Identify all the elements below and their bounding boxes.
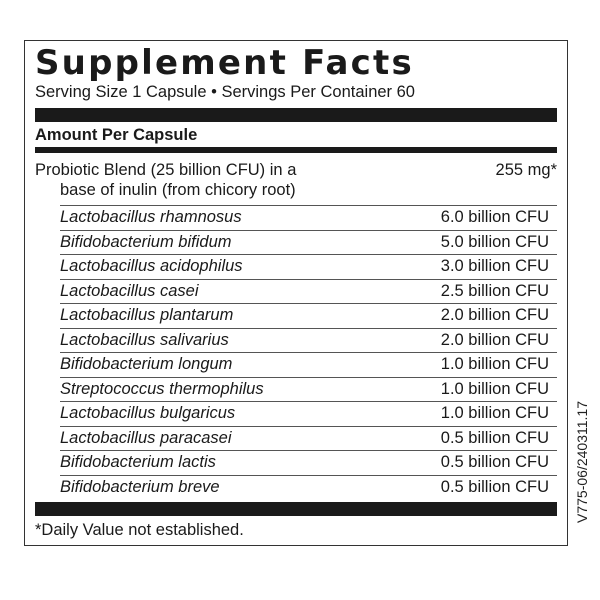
ingredient-name: Lactobacillus bulgaricus	[60, 404, 236, 423]
ingredient-name: Lactobacillus casei	[60, 281, 199, 300]
ingredient-amount: 1.0 billion CFU	[440, 404, 549, 423]
serving-info: Serving Size 1 Capsule • Servings Per Co…	[35, 83, 415, 101]
ingredient-name: Lactobacillus rhamnosus	[60, 208, 242, 227]
ingredient-row: Lactobacillus acidophilus 3.0 billion CFU	[60, 255, 557, 280]
ingredient-amount: 5.0 billion CFU	[440, 232, 549, 251]
supplement-facts-panel: Supplement Facts Serving Size 1 Capsule …	[24, 40, 568, 546]
amount-header: Amount Per Capsule	[35, 126, 198, 144]
ingredient-amount: 1.0 billion CFU	[440, 355, 549, 374]
ingredient-amount: 1.0 billion CFU	[440, 379, 549, 398]
ingredient-row: Bifidobacterium longum 1.0 billion CFU	[60, 353, 557, 378]
ingredient-name: Streptococcus thermophilus	[60, 379, 264, 398]
ingredient-row: Lactobacillus rhamnosus 6.0 billion CFU	[60, 206, 557, 231]
ingredient-name: Bifidobacterium lactis	[60, 453, 216, 472]
ingredient-row: Lactobacillus casei 2.5 billion CFU	[60, 280, 557, 304]
ingredient-name: Bifidobacterium longum	[60, 355, 233, 374]
ingredient-row: Bifidobacterium breve 0.5 billion CFU	[60, 476, 557, 500]
blend-name-line1: Probiotic Blend (25 billion CFU) in a	[35, 161, 297, 179]
ingredient-name: Lactobacillus paracasei	[60, 428, 232, 447]
ingredient-name: Lactobacillus acidophilus	[60, 257, 243, 276]
ingredient-row: Bifidobacterium bifidum 5.0 billion CFU	[60, 231, 557, 255]
ingredient-row: Bifidobacterium lactis 0.5 billion CFU	[60, 451, 557, 476]
ingredient-amount: 0.5 billion CFU	[440, 428, 549, 447]
ingredient-list: Lactobacillus rhamnosus 6.0 billion CFU Bi…	[60, 205, 557, 499]
divider-medium	[35, 147, 557, 153]
ingredient-name: Bifidobacterium bifidum	[60, 232, 232, 251]
ingredient-amount: 2.0 billion CFU	[440, 306, 549, 325]
ingredient-amount: 0.5 billion CFU	[440, 453, 549, 472]
panel-title: Supplement Facts	[35, 43, 414, 83]
ingredient-row: Lactobacillus plantarum 2.0 billion CFU	[60, 304, 557, 329]
divider-bottom	[35, 502, 557, 516]
ingredient-row: Lactobacillus bulgaricus 1.0 billion CFU	[60, 402, 557, 427]
ingredient-name: Lactobacillus plantarum	[60, 306, 234, 325]
ingredient-name: Bifidobacterium breve	[60, 477, 220, 496]
divider-thick	[35, 108, 557, 122]
blend-amount: 255 mg*	[495, 161, 557, 179]
ingredient-amount: 2.0 billion CFU	[440, 330, 549, 349]
ingredient-amount: 3.0 billion CFU	[440, 257, 549, 276]
label-code: V775-06/240311.17	[574, 401, 590, 523]
ingredient-row: Lactobacillus salivarius 2.0 billion CFU	[60, 329, 557, 353]
blend-name-line2: base of inulin (from chicory root)	[60, 181, 296, 199]
ingredient-row: Streptococcus thermophilus 1.0 billion CF…	[60, 378, 557, 402]
ingredient-amount: 6.0 billion CFU	[440, 208, 549, 227]
footnote: *Daily Value not established.	[35, 521, 244, 539]
ingredient-name: Lactobacillus salivarius	[60, 330, 229, 349]
ingredient-amount: 2.5 billion CFU	[440, 281, 549, 300]
ingredient-amount: 0.5 billion CFU	[440, 477, 549, 496]
ingredient-row: Lactobacillus paracasei 0.5 billion CFU	[60, 427, 557, 451]
